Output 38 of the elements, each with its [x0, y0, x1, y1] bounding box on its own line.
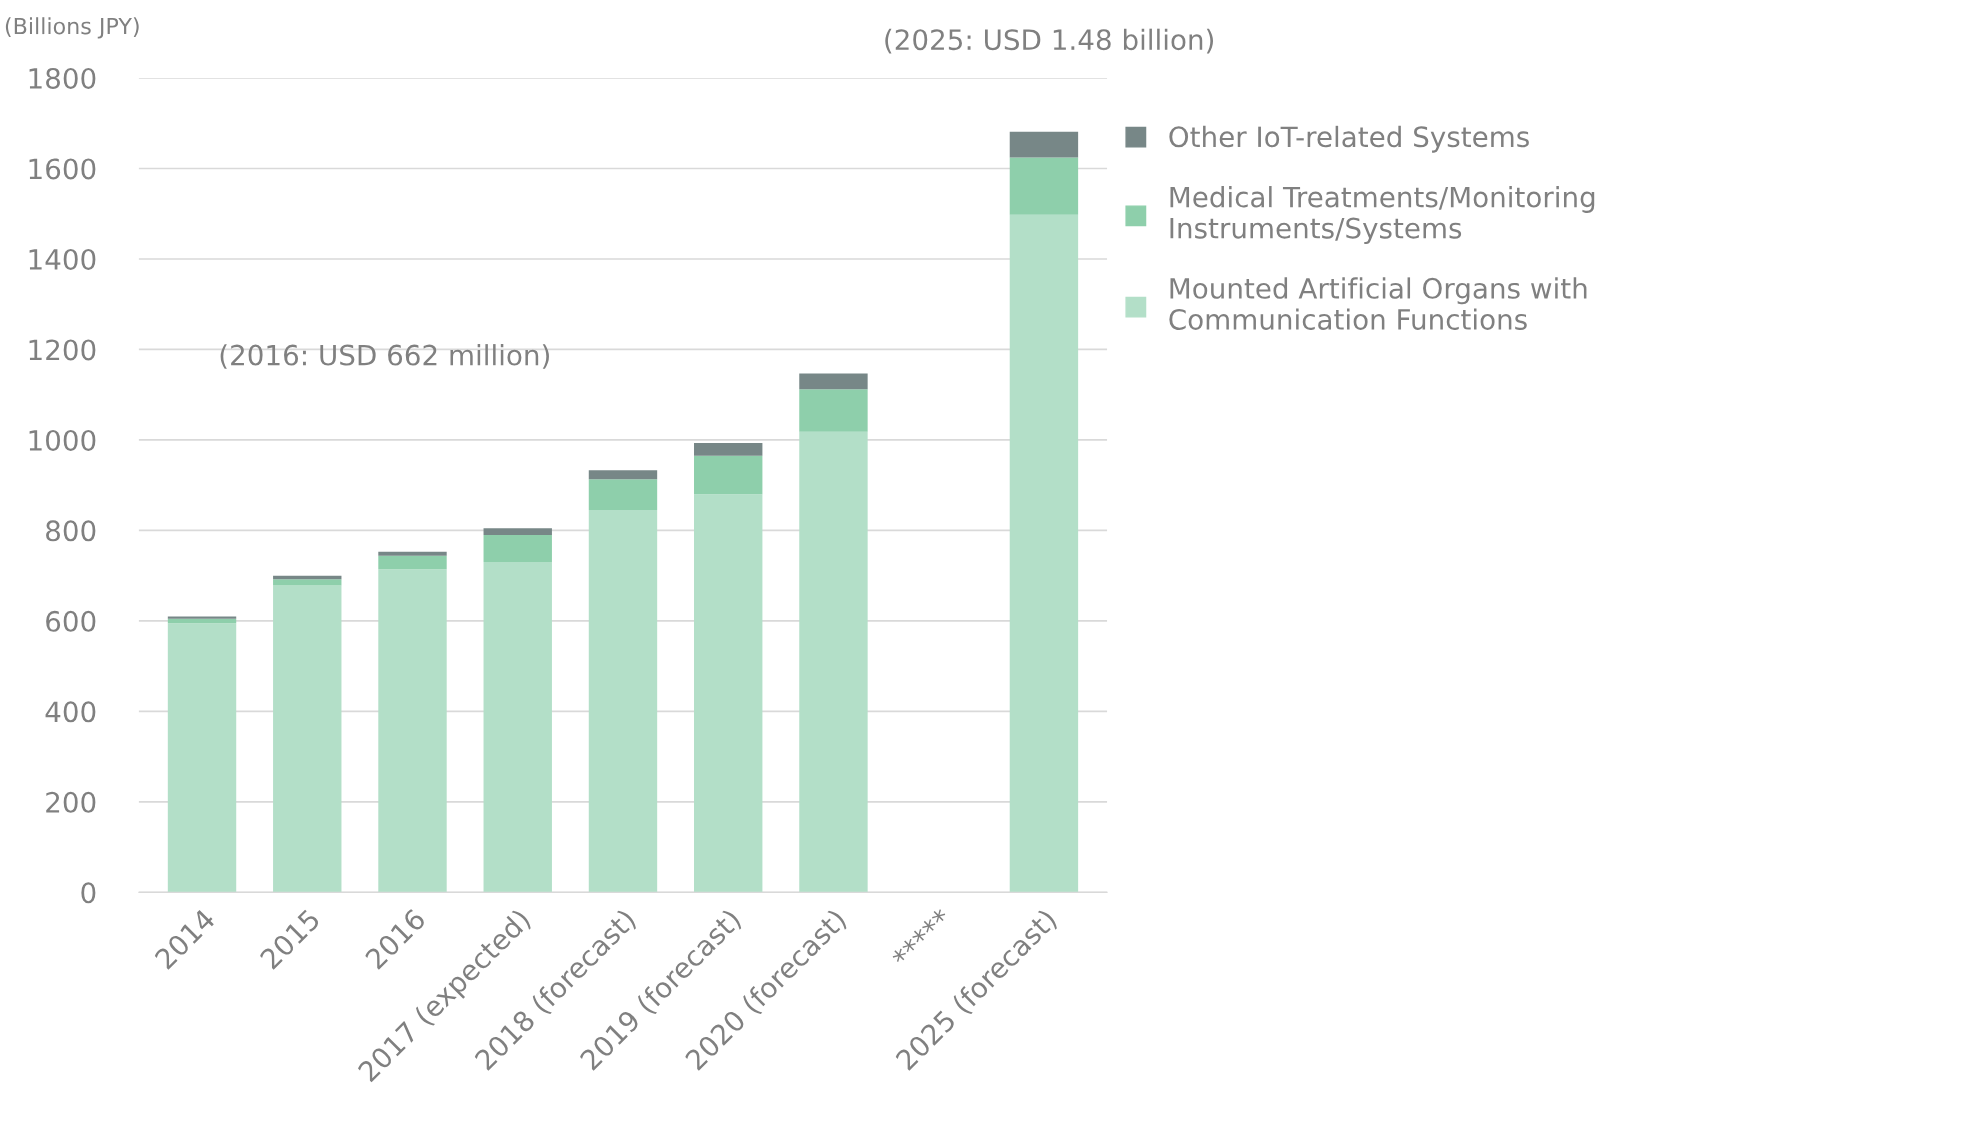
bar	[799, 431, 868, 893]
bar	[378, 551, 447, 556]
bar	[273, 585, 342, 893]
bar	[378, 569, 447, 893]
bar	[694, 455, 763, 495]
bar	[799, 389, 868, 432]
bar	[167, 616, 237, 619]
text: (2025: USD 1.48 billion)	[885, 28, 1214, 54]
bar	[483, 528, 552, 535]
y-tick-label: 0	[81, 882, 96, 904]
y-tick-label: 1200	[29, 339, 96, 361]
y-tick-label: 1600	[29, 158, 96, 180]
bar	[588, 470, 658, 480]
y-tick-label: 1800	[29, 67, 96, 89]
bar	[1009, 131, 1079, 158]
y-tick-label: 400	[45, 701, 96, 723]
bar	[273, 579, 342, 586]
bar	[588, 510, 658, 893]
bar	[694, 494, 763, 893]
y-tick-label: 200	[46, 791, 96, 813]
legend-label: Mounted Artificial Organs with Communication Functions	[1169, 277, 1587, 330]
bar	[694, 443, 763, 456]
y-tick-label: 1000	[29, 429, 96, 451]
bar	[588, 479, 658, 511]
bar	[378, 555, 447, 570]
annotation: (2016: USD 662 million)	[220, 344, 549, 369]
y-tick-label: 600	[46, 610, 96, 632]
bar	[483, 534, 552, 563]
bar	[1009, 157, 1079, 215]
bar	[167, 623, 237, 893]
legend-label: Other IoT-related Systems	[1169, 125, 1529, 153]
y-axis-title: (Billions JPY)	[5, 17, 139, 39]
y-tick-label: 800	[46, 520, 96, 542]
bar	[483, 562, 552, 893]
legend-label: Medical Treatments/Monitoring Instruments/Systems	[1170, 186, 1595, 245]
y-tick-label: 1400	[29, 248, 96, 270]
bar	[799, 373, 868, 390]
bar	[1009, 214, 1079, 893]
